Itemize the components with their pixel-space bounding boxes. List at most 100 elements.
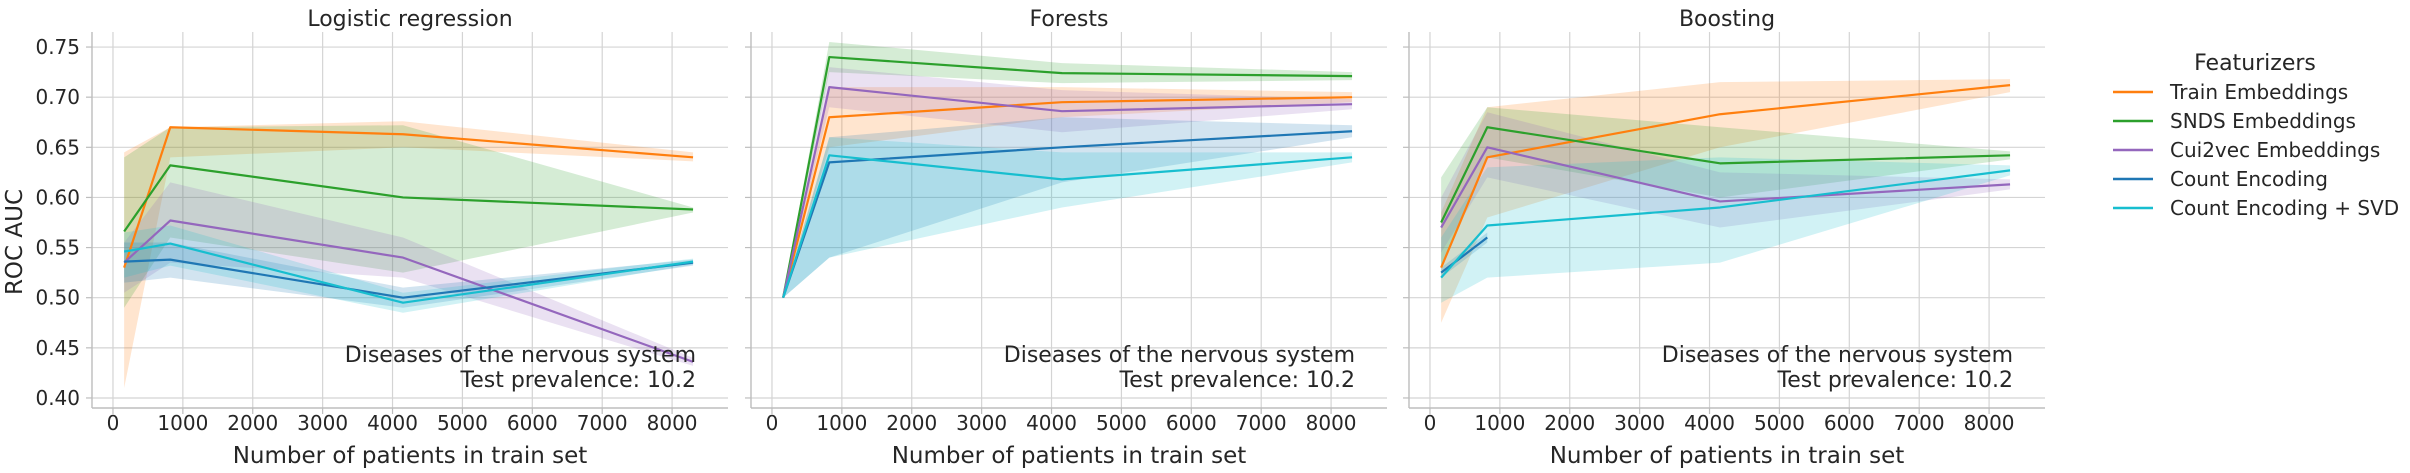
x-tick-label: 3000	[956, 411, 1007, 435]
annotation-line: Test prevalence: 10.2	[1119, 368, 1356, 393]
x-tick-label: 7000	[577, 411, 628, 435]
y-tick-label: 0.65	[35, 135, 80, 159]
x-tick-label: 2000	[227, 411, 278, 435]
band-cui2vec-embeddings	[1441, 112, 2011, 253]
x-tick-label: 8000	[1964, 411, 2015, 435]
panel-title: Boosting	[1679, 7, 1775, 32]
line-train-embeddings	[782, 96, 1353, 298]
x-tick-label: 5000	[1096, 411, 1147, 435]
legend-entry-train-embeddings: Train Embeddings	[2113, 80, 2348, 104]
x-tick-label: 4000	[367, 411, 418, 435]
legend: Featurizers Train Embeddings SNDS Embeddi…	[2113, 51, 2399, 220]
x-tick-label: 0	[1424, 411, 1437, 435]
band-train-embeddings	[124, 121, 694, 388]
x-tick-label: 2000	[886, 411, 937, 435]
y-tick-label: 0.55	[35, 236, 80, 260]
x-tick-label: 8000	[647, 411, 698, 435]
x-tick-label: 5000	[437, 411, 488, 435]
x-tick-label: 1000	[816, 411, 867, 435]
annotation-line: Test prevalence: 10.2	[1777, 368, 2014, 393]
line-cui2vec-embeddings	[1440, 146, 2011, 229]
x-tick-label: 6000	[1166, 411, 1217, 435]
legend-entry-snds-embeddings: SNDS Embeddings	[2113, 109, 2356, 133]
chart-panels: 0 1000 2000 3000 4000 5000 6000 7000 80000.400.4…	[35, 7, 2045, 469]
y-tick-labels	[745, 46, 751, 399]
panel-forests: 0 1000 2000 3000 4000 5000 6000 7000 8000 Forests…	[745, 7, 1387, 469]
legend-label: SNDS Embeddings	[2170, 109, 2356, 133]
line-count-encoding	[1440, 236, 1488, 274]
x-axis-label: Number of patients in train set	[892, 443, 1247, 469]
x-tick-label: 7000	[1236, 411, 1287, 435]
y-tick-label: 0.60	[35, 185, 80, 209]
y-tick-label: 0.70	[35, 85, 80, 109]
legend-label: Train Embeddings	[2169, 80, 2348, 104]
band-snds-embeddings	[1441, 107, 2011, 268]
line-cui2vec-embeddings	[782, 86, 1353, 298]
y-axis-label-group: ROC AUC	[2, 189, 28, 295]
annotation-line: Diseases of the nervous system	[345, 343, 696, 368]
band-count-encoding-svd	[124, 225, 694, 313]
band-snds-embeddings	[124, 125, 694, 308]
x-tick-labels: 0 1000 2000 3000 4000 5000 6000 7000 8000	[1424, 408, 2015, 435]
legend-label: Count Encoding	[2170, 167, 2328, 191]
line-snds-embeddings	[1440, 126, 2011, 223]
x-tick-label: 7000	[1894, 411, 1945, 435]
x-tick-label: 4000	[1026, 411, 1077, 435]
x-tick-label: 2000	[1544, 411, 1595, 435]
band-count-encoding	[124, 242, 694, 308]
x-tick-labels: 0 1000 2000 3000 4000 5000 6000 7000 8000	[766, 408, 1357, 435]
x-axis-label: Number of patients in train set	[233, 443, 588, 469]
legend-entry-cui2vec-embeddings: Cui2vec Embeddings	[2113, 138, 2380, 162]
x-tick-label: 3000	[297, 411, 348, 435]
legend-label: Cui2vec Embeddings	[2170, 138, 2380, 162]
line-count-encoding-svd	[1440, 169, 2011, 279]
y-tick-label: 0.40	[35, 386, 80, 410]
grid-boosting	[1409, 32, 2045, 408]
y-axis-label: ROC AUC	[2, 189, 28, 295]
x-tick-label: 1000	[1474, 411, 1525, 435]
x-tick-label: 8000	[1306, 411, 1357, 435]
line-snds-embeddings	[123, 164, 694, 233]
line-count-encoding-svd	[123, 242, 694, 304]
x-tick-label: 6000	[1824, 411, 1875, 435]
series-lines	[1440, 84, 2011, 279]
x-tick-label: 4000	[1684, 411, 1735, 435]
legend-title: Featurizers	[2194, 51, 2316, 76]
band-count-encoding	[783, 117, 1353, 298]
annotation-line: Test prevalence: 10.2	[460, 368, 697, 393]
band-cui2vec-embeddings	[124, 182, 694, 366]
legend-label: Count Encoding + SVD	[2170, 196, 2399, 220]
series-lines	[123, 126, 694, 363]
series-lines	[782, 55, 1353, 299]
y-tick-labels: 0.40 0.45 0.50 0.55 0.60 0.65 0.70 0.75	[35, 35, 92, 410]
y-tick-label: 0.75	[35, 35, 80, 59]
y-tick-label: 0.45	[35, 336, 80, 360]
panel-title: Logistic regression	[307, 7, 512, 32]
panel-logistic-regression: 0 1000 2000 3000 4000 5000 6000 7000 80000.400.4…	[35, 7, 728, 469]
band-count-encoding-svd	[783, 137, 1353, 298]
confidence-bands	[783, 42, 1353, 298]
annotation-line: Diseases of the nervous system	[1662, 343, 2013, 368]
x-tick-label: 1000	[157, 411, 208, 435]
line-count-encoding	[124, 258, 694, 299]
legend-entries: Train Embeddings SNDS Embeddings Cui2vec E…	[2113, 80, 2399, 220]
panel-title: Forests	[1030, 7, 1109, 32]
x-axis-label: Number of patients in train set	[1550, 443, 1905, 469]
band-snds-embeddings	[783, 42, 1353, 298]
legend-entry-count-encoding-svd: Count Encoding + SVD	[2113, 196, 2399, 220]
y-tick-label: 0.50	[35, 286, 80, 310]
x-tick-label: 0	[107, 411, 120, 435]
band-count-encoding-svd	[1441, 157, 2011, 303]
band-train-embeddings	[783, 87, 1353, 298]
x-tick-label: 0	[766, 411, 779, 435]
line-snds-embeddings	[782, 55, 1353, 298]
y-tick-labels	[1403, 46, 1409, 399]
line-cui2vec-embeddings	[123, 219, 694, 363]
annotation-line: Diseases of the nervous system	[1004, 343, 1355, 368]
legend-entry-count-encoding: Count Encoding	[2113, 167, 2328, 191]
x-tick-label: 3000	[1614, 411, 1665, 435]
